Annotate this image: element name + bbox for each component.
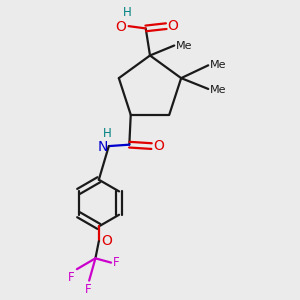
Text: Me: Me	[210, 85, 227, 94]
Text: H: H	[103, 127, 112, 140]
Text: F: F	[113, 256, 120, 268]
Text: N: N	[97, 140, 108, 154]
Text: O: O	[116, 20, 126, 34]
Text: Me: Me	[210, 60, 227, 70]
Text: Me: Me	[176, 40, 193, 50]
Text: O: O	[101, 234, 112, 248]
Text: F: F	[85, 284, 92, 296]
Text: F: F	[68, 271, 75, 284]
Text: O: O	[153, 139, 164, 153]
Text: H: H	[123, 6, 132, 19]
Text: O: O	[168, 19, 178, 33]
